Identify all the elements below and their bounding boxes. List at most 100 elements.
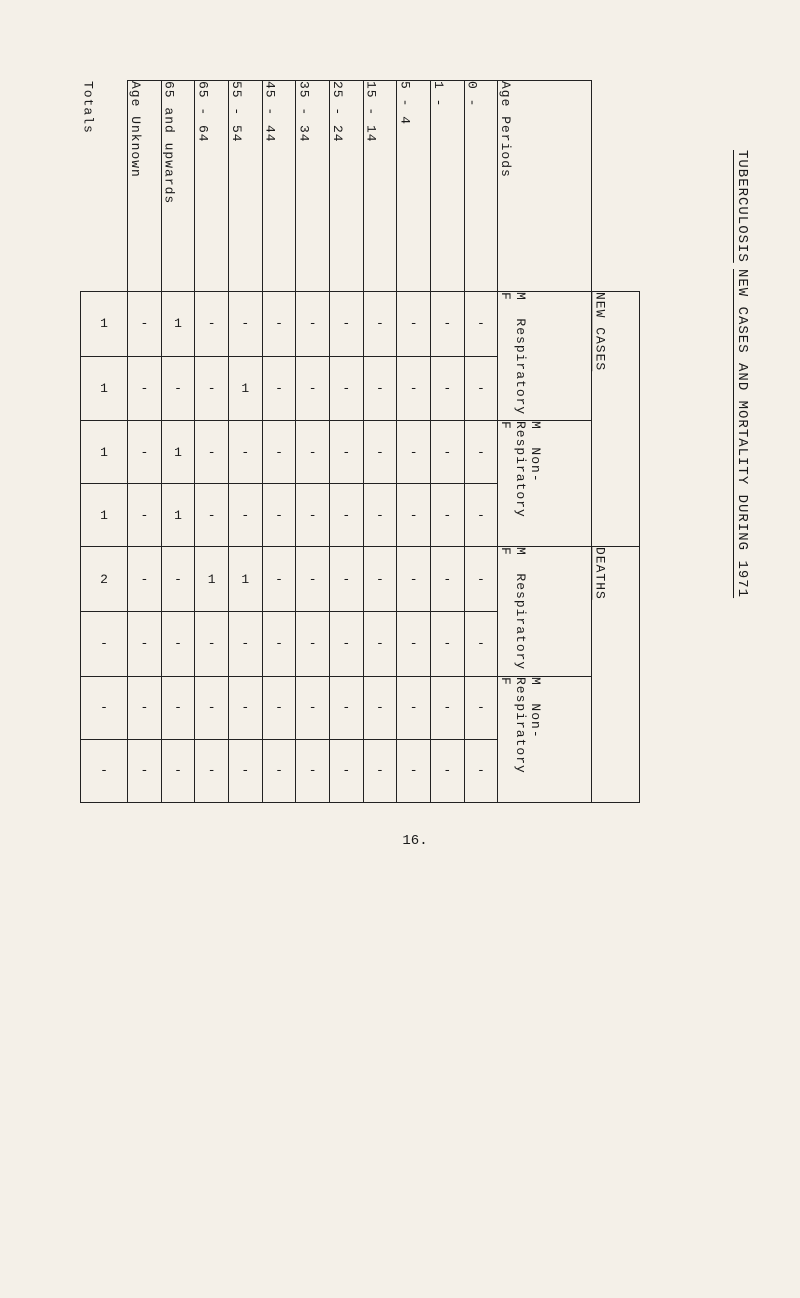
cell: -: [397, 676, 431, 739]
cell: -: [430, 356, 464, 421]
cell: -: [464, 739, 498, 802]
cell: -: [262, 292, 296, 357]
cell: -: [228, 676, 262, 739]
cell: -: [195, 739, 229, 802]
cell: 1: [195, 547, 229, 612]
cell: 1: [161, 421, 195, 484]
cell: -: [228, 421, 262, 484]
cell: -: [262, 739, 296, 802]
cell: -: [363, 421, 397, 484]
cell: -: [195, 356, 229, 421]
cell: -: [363, 356, 397, 421]
cell: -: [363, 739, 397, 802]
cell: 1: [161, 292, 195, 357]
cell: -: [329, 547, 363, 612]
tot-d-nonresp-f: -: [81, 739, 128, 802]
age-col-65: 65 - 64: [195, 81, 229, 292]
cell: -: [128, 547, 162, 612]
age-col-35: 35 - 34: [296, 81, 330, 292]
cell: -: [296, 676, 330, 739]
age-col-25: 25 - 24: [329, 81, 363, 292]
cell: -: [464, 421, 498, 484]
cell: -: [329, 484, 363, 547]
cell: -: [329, 739, 363, 802]
cell: -: [363, 292, 397, 357]
cell: -: [363, 611, 397, 676]
cell: -: [397, 421, 431, 484]
cell: -: [195, 421, 229, 484]
cell: -: [262, 676, 296, 739]
table-wrap: Totals Age Unknown 65 and upwards 65 - 6…: [80, 80, 750, 803]
age-col-unknown: Age Unknown: [128, 81, 162, 292]
cell: -: [296, 611, 330, 676]
cell: -: [329, 356, 363, 421]
cell: -: [430, 547, 464, 612]
cell: -: [262, 484, 296, 547]
hdr-d-nonrespiratory: M Non-RespiratoryF: [498, 676, 592, 802]
cell: -: [128, 739, 162, 802]
age-col-55: 55 - 54: [228, 81, 262, 292]
cell: -: [262, 611, 296, 676]
hdr-new-nonrespiratory: M Non-RespiratoryF: [498, 421, 592, 547]
cell: -: [195, 676, 229, 739]
tot-d-nonresp-m: -: [81, 676, 128, 739]
age-col-65up: 65 and upwards: [161, 81, 195, 292]
cell: -: [128, 676, 162, 739]
age-col-45: 45 - 44: [262, 81, 296, 292]
cell: -: [464, 611, 498, 676]
tot-d-resp-m: 2: [81, 547, 128, 612]
cell: 1: [161, 484, 195, 547]
cell: -: [329, 611, 363, 676]
age-col-0: 0 -: [464, 81, 498, 292]
tot-new-resp-f: 1: [81, 356, 128, 421]
cell: -: [296, 292, 330, 357]
cell: -: [397, 547, 431, 612]
vertical-titles: TUBERCULOSIS NEW CASES AND MORTALITY DUR…: [734, 150, 750, 598]
cell: -: [161, 611, 195, 676]
cell: 1: [228, 547, 262, 612]
cell: -: [161, 547, 195, 612]
age-col-5: 5 - 4: [397, 81, 431, 292]
tot-new-resp-m: 1: [81, 292, 128, 357]
cell: -: [397, 292, 431, 357]
tot-new-nonresp-m: 1: [81, 421, 128, 484]
cell: -: [329, 292, 363, 357]
cell: -: [296, 421, 330, 484]
cell: 1: [228, 356, 262, 421]
cell: -: [397, 739, 431, 802]
cell: -: [128, 292, 162, 357]
cell: -: [128, 611, 162, 676]
age-col-1: 1 -: [430, 81, 464, 292]
cell: -: [464, 356, 498, 421]
age-periods-label: Age Periods: [498, 81, 592, 292]
tot-new-nonresp-f: 1: [81, 484, 128, 547]
page-number: 16.: [80, 833, 750, 849]
cell: -: [228, 292, 262, 357]
cell: -: [296, 739, 330, 802]
age-col-15: 15 - 14: [363, 81, 397, 292]
cell: -: [296, 547, 330, 612]
cell: -: [430, 421, 464, 484]
cell: -: [228, 739, 262, 802]
cell: -: [228, 484, 262, 547]
cell: -: [262, 356, 296, 421]
cell: -: [430, 484, 464, 547]
cell: -: [464, 292, 498, 357]
title-tuberculosis: TUBERCULOSIS: [734, 150, 750, 263]
cell: -: [430, 676, 464, 739]
cell: -: [329, 676, 363, 739]
cell: -: [363, 676, 397, 739]
cell: -: [128, 421, 162, 484]
cell: -: [397, 484, 431, 547]
cell: -: [464, 547, 498, 612]
cell: -: [363, 484, 397, 547]
title-cases-mortality: NEW CASES AND MORTALITY DURING 1971: [734, 269, 750, 598]
hdr-new-respiratory: M RespiratoryF: [498, 292, 592, 421]
cell: -: [430, 739, 464, 802]
cell: -: [329, 421, 363, 484]
cell: -: [195, 484, 229, 547]
cell: -: [128, 356, 162, 421]
cell: -: [296, 356, 330, 421]
cell: -: [430, 611, 464, 676]
hdr-d-respiratory: M RespiratoryF: [498, 547, 592, 676]
